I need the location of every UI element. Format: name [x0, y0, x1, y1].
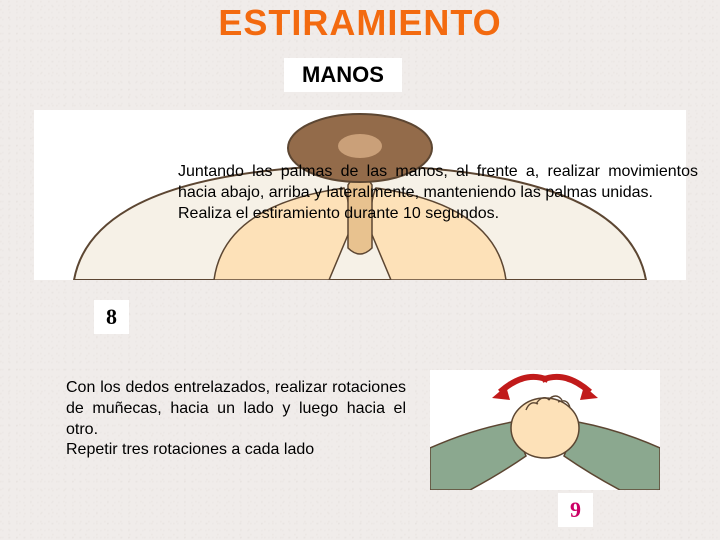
- section-subtitle: MANOS: [284, 58, 402, 92]
- rotation-arrow-left: [500, 377, 548, 392]
- exercise-number-9: 9: [558, 493, 593, 527]
- exercise-9-text: Con los dedos entrelazados, realizar rot…: [66, 378, 406, 461]
- hair-part-shape: [338, 134, 382, 158]
- page-title: ESTIRAMIENTO: [0, 2, 720, 44]
- exercise-8-text: Juntando las palmas de las manos, al fre…: [178, 162, 698, 224]
- rotation-arrow-right: [542, 377, 590, 392]
- clasped-hands-shape: [511, 398, 579, 458]
- exercise-9-illustration: [430, 370, 660, 490]
- exercise-number-8: 8: [94, 300, 129, 334]
